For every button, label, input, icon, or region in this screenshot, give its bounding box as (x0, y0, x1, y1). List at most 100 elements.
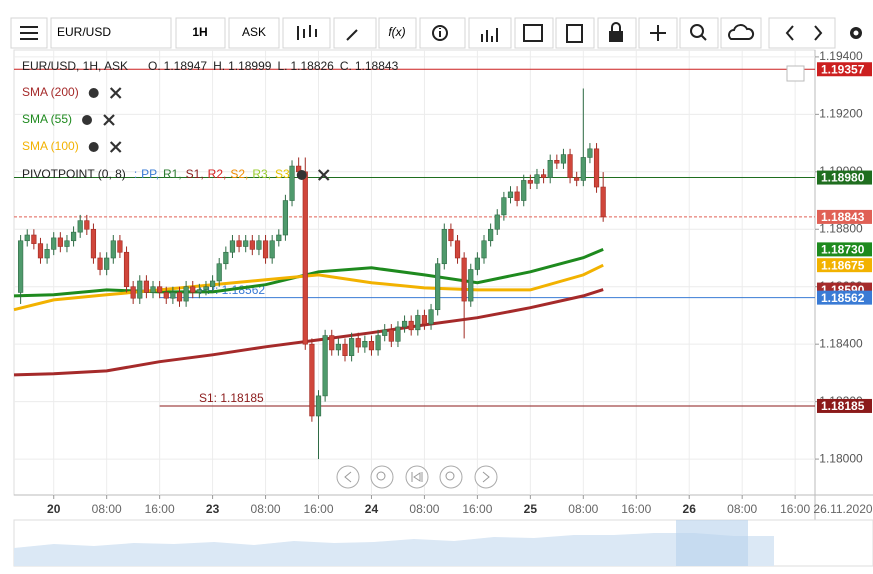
settings-icon[interactable] (82, 115, 93, 125)
function-button[interactable] (378, 17, 417, 49)
ohlc-value: 1.18843 (355, 59, 399, 73)
candle-body (395, 326, 401, 342)
symbol-input[interactable] (50, 17, 172, 49)
lock-icon (609, 31, 623, 42)
scroll-right-button[interactable] (474, 465, 498, 489)
settings-icon[interactable] (88, 142, 99, 152)
ohlc-label: L. (277, 59, 287, 73)
sma-price-box (817, 258, 872, 273)
x-tick-label: 26 (683, 502, 697, 516)
settings-icon[interactable] (88, 88, 99, 98)
pivot-legend-title: PIVOTPOINT (0, 8) (22, 167, 126, 181)
candle-body (560, 154, 567, 164)
candle-body (580, 157, 586, 181)
candle-body (368, 341, 375, 351)
price-side-button[interactable] (228, 17, 280, 49)
remove-icon[interactable] (109, 141, 122, 153)
x-tick-label: 23 (206, 502, 220, 516)
nav-arrows[interactable] (768, 17, 836, 49)
candle-body (282, 200, 289, 236)
indicators-icon (481, 28, 498, 42)
cloud-button[interactable] (720, 17, 762, 49)
news-button[interactable] (555, 17, 595, 49)
remove-icon[interactable] (317, 169, 330, 181)
x-tick-label: 08:00 (568, 502, 598, 516)
x-tick-label: 20 (47, 502, 61, 516)
arrow-icons (785, 25, 823, 41)
candle-body (163, 292, 169, 299)
info-button[interactable] (419, 17, 466, 49)
pivot-legend-prefix: : (134, 167, 137, 181)
candle-body (104, 257, 110, 270)
candle-body (269, 240, 275, 259)
pivot-price-box-label: 1.18562 (821, 291, 865, 305)
menu-icon (20, 26, 38, 40)
candle-body (507, 191, 514, 198)
pivot-price-box-label: 1.18980 (821, 171, 865, 185)
current-price-box (817, 209, 872, 224)
candle-body (256, 240, 262, 250)
pivot-price-box (817, 398, 872, 413)
candle-body (448, 228, 454, 242)
y-tick-label: 1.18000 (819, 451, 863, 465)
ohlc-value: 1.18999 (228, 59, 272, 73)
candle-body (57, 237, 63, 247)
sma-price-box-label: 1.18730 (821, 243, 865, 257)
candle-body (349, 338, 355, 356)
candle-body (309, 343, 315, 417)
candle-body (428, 309, 434, 325)
candle-body (229, 240, 236, 253)
candle-body (574, 177, 580, 181)
candle-body (157, 286, 163, 293)
y-tick-label: 1.19200 (819, 107, 863, 121)
candle-body (415, 315, 421, 331)
zoom-out-button[interactable] (370, 465, 394, 489)
reset-button[interactable] (405, 465, 429, 489)
sma-price-box (817, 242, 872, 257)
navigator-window[interactable] (676, 520, 748, 566)
candle-body (408, 320, 414, 331)
candle-body (435, 263, 441, 311)
expand-button[interactable] (786, 65, 805, 82)
indicators-button[interactable] (468, 17, 512, 49)
candle-body (342, 343, 348, 356)
x-tick-label: 16:00 (780, 502, 810, 516)
zoom-icon (690, 24, 704, 38)
pivot-price-box (817, 170, 872, 185)
lock-shackle (611, 22, 621, 31)
legend-entry: SMA (100) (22, 139, 79, 153)
candle-body (481, 240, 487, 259)
candle-body (329, 335, 335, 351)
candle-body (454, 240, 461, 259)
sma-line (13, 288, 604, 377)
pivot-price-box-label: 1.18185 (821, 399, 865, 413)
pivot-legend-entry: S3 (275, 167, 290, 181)
ohlc-value: 1.18947 (164, 59, 208, 73)
candle-body (51, 237, 57, 250)
y-tick-label: 1.19400 (819, 49, 863, 63)
candle-body (37, 243, 44, 259)
zoom-button[interactable] (679, 17, 719, 49)
chart-type-button[interactable] (282, 17, 331, 49)
x-tick-label: 16:00 (462, 502, 492, 516)
scroll-left-icon (344, 471, 352, 483)
candle-body (276, 234, 282, 242)
y-tick-label: 1.18400 (819, 336, 863, 350)
candle-body (117, 240, 123, 253)
remove-icon[interactable] (103, 114, 115, 126)
interval-button[interactable] (175, 17, 226, 49)
symbol-text: EUR/USD (57, 25, 111, 39)
pivot-legend-entry: S2, (230, 167, 248, 181)
candle-body (262, 240, 269, 259)
remove-icon[interactable] (109, 87, 122, 99)
candle-body (130, 286, 136, 299)
navigation-buttons (336, 465, 498, 489)
candle-body (170, 292, 176, 299)
ohlc-value: 1.18826 (290, 59, 334, 73)
calendar-button[interactable] (514, 17, 554, 49)
scroll-left-button[interactable] (336, 465, 360, 489)
settings-icon[interactable] (296, 170, 307, 180)
candle-body (24, 234, 30, 242)
zoom-in-button[interactable] (439, 465, 463, 489)
